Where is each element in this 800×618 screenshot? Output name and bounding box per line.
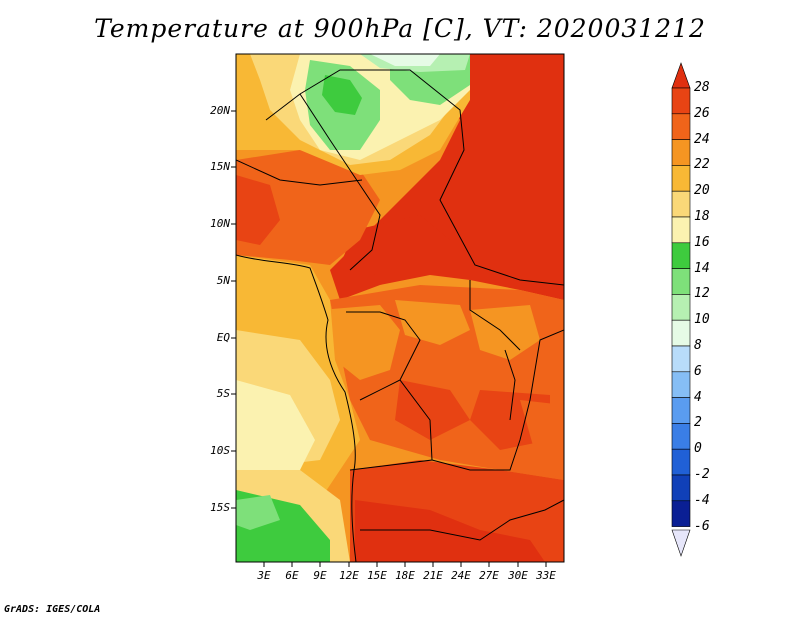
- lon-label: 24E: [451, 569, 471, 582]
- colorbar-label: 26: [694, 106, 710, 121]
- lon-label: 15E: [367, 569, 387, 582]
- lat-label: 10N: [210, 217, 230, 230]
- lat-label: 5N: [216, 274, 230, 287]
- lon-label: 30E: [508, 569, 528, 582]
- lon-label: 27E: [479, 569, 499, 582]
- lon-label: 21E: [423, 569, 443, 582]
- lon-label: 3E: [257, 569, 271, 582]
- colorbar-label: 24: [694, 132, 710, 147]
- colorbar-top-triangle: [671, 62, 691, 89]
- colorbar: [671, 62, 691, 557]
- colorbar-label: 28: [694, 80, 710, 95]
- chart-title: Temperature at 900hPa [C], VT: 202003121…: [94, 14, 706, 43]
- footer-credit: GrADS: IGES/COLA: [4, 604, 101, 615]
- colorbar-label: 2: [694, 415, 702, 430]
- colorbar-label: 12: [694, 286, 710, 301]
- colorbar-label: -6: [694, 519, 710, 534]
- colorbar-label: -4: [694, 493, 710, 508]
- lat-label: EQ: [216, 331, 230, 344]
- colorbar-label: 10: [694, 312, 710, 327]
- lon-label: 9E: [313, 569, 327, 582]
- lat-label: 15N: [210, 160, 230, 173]
- country-borders: [236, 69, 564, 562]
- lon-label: 18E: [395, 569, 415, 582]
- colorbar-label: 22: [694, 157, 710, 172]
- colorbar-bottom-triangle: [671, 529, 691, 557]
- colorbar-label: 0: [694, 441, 702, 456]
- colorbar-label: 6: [694, 364, 702, 379]
- colorbar-label: 4: [694, 390, 702, 405]
- lat-label: 15S: [210, 501, 230, 514]
- lon-label: 33E: [536, 569, 556, 582]
- colorbar-label: 16: [694, 235, 710, 250]
- colorbar-label: 14: [694, 261, 710, 276]
- lat-label: 10S: [210, 444, 230, 457]
- lat-label: 5S: [216, 387, 230, 400]
- colorbar-label: 18: [694, 209, 710, 224]
- temperature-field: [236, 54, 564, 562]
- colorbar-label: -2: [694, 467, 710, 482]
- lon-label: 12E: [339, 569, 359, 582]
- lon-label: 6E: [285, 569, 299, 582]
- colorbar-label: 8: [694, 338, 702, 353]
- lat-label: 20N: [210, 104, 230, 117]
- colorbar-label: 20: [694, 183, 710, 198]
